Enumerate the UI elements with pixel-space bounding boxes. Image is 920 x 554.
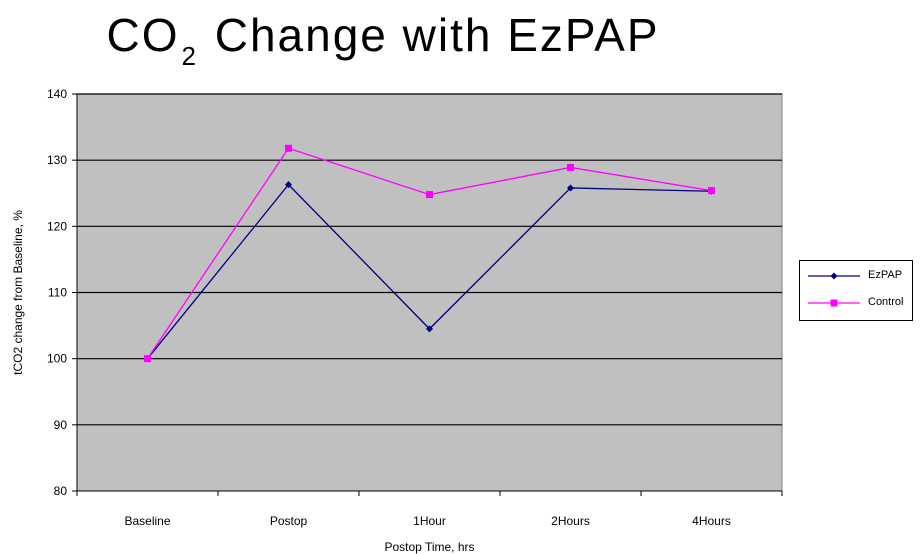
data-point-ezpap	[567, 184, 574, 192]
x-axis-title: Postop Time, hrs	[384, 540, 474, 554]
y-tick-label: 130	[47, 153, 67, 167]
legend-label: Control	[868, 296, 904, 308]
y-tick-label: 110	[48, 286, 67, 300]
data-point-ezpap	[426, 325, 433, 333]
y-tick-label: 90	[54, 418, 68, 432]
legend-item-ezpap: EzPAP	[800, 267, 912, 285]
data-point-control	[285, 144, 292, 152]
chart-title-subscript: 2	[181, 41, 196, 71]
y-tick-label: 80	[54, 484, 68, 498]
x-tick-label: 2Hours	[551, 514, 590, 528]
x-tick-label: 1Hour	[413, 514, 446, 528]
data-point-control	[426, 191, 433, 199]
y-tick-label: 100	[47, 352, 67, 366]
y-axis-title: tCO2 change from Baseline, %	[11, 210, 25, 375]
chart-title: CO2 Change with EzPAP	[0, 8, 766, 72]
data-point-control	[567, 163, 574, 171]
data-point-control	[708, 187, 715, 195]
chart-title-main: CO	[106, 9, 180, 61]
chart-title-rest: Change with EzPAP	[214, 9, 660, 61]
legend-item-control: Control	[800, 294, 912, 312]
y-tick-label: 140	[47, 87, 67, 101]
legend-label: EzPAP	[868, 269, 903, 281]
data-point-control	[144, 355, 151, 363]
y-tick-label: 120	[47, 219, 67, 233]
legend-swatch-control	[808, 299, 860, 307]
data-point-ezpap	[285, 181, 292, 189]
x-tick-label: 4Hours	[692, 514, 731, 528]
x-tick-label: Baseline	[124, 514, 170, 528]
legend: EzPAP Control	[799, 260, 913, 321]
x-tick-label: Postop	[270, 514, 308, 528]
legend-swatch-ezpap	[808, 272, 860, 280]
